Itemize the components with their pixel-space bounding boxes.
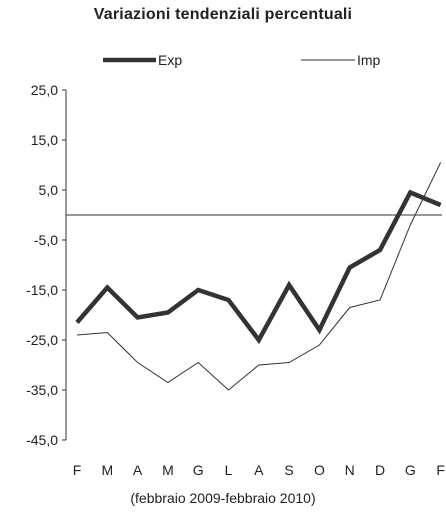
x-tick-label: F xyxy=(436,462,445,478)
y-tick-label: -45,0 xyxy=(26,432,58,448)
series-lines xyxy=(75,162,442,391)
y-tick-label: 15,0 xyxy=(31,132,58,148)
x-tick-label: A xyxy=(254,462,264,478)
legend-label-imp: Imp xyxy=(357,52,381,68)
y-tick-label: -15,0 xyxy=(26,282,58,298)
legend: Exp Imp xyxy=(103,52,381,68)
y-tick-label: 5,0 xyxy=(39,182,59,198)
x-tick-label: L xyxy=(225,462,233,478)
y-tick-label: -35,0 xyxy=(26,382,58,398)
x-tick-label: G xyxy=(405,462,416,478)
y-axis: 25,0 15,0 5,0 -5,0 -15,0 -25,0 -35,0 -45,0 xyxy=(26,82,442,448)
chart-title: Variazioni tendenziali percentuali xyxy=(93,6,353,23)
legend-label-exp: Exp xyxy=(158,52,182,68)
y-tick-label: 25,0 xyxy=(31,82,58,98)
x-tick-label: O xyxy=(314,462,325,478)
x-tick-label: F xyxy=(73,462,82,478)
period-note: (febbraio 2009-febbraio 2010) xyxy=(130,490,316,506)
x-tick-label: M xyxy=(162,462,174,478)
x-tick-label: S xyxy=(284,462,293,478)
x-tick-label: D xyxy=(375,462,385,478)
x-tick-label: M xyxy=(101,462,113,478)
x-tick-label: A xyxy=(133,462,143,478)
series-line-imp xyxy=(76,162,442,391)
y-tick-label: -5,0 xyxy=(34,232,58,248)
series-line-exp xyxy=(75,189,442,345)
y-tick-label: -25,0 xyxy=(26,332,58,348)
x-tick-label: N xyxy=(345,462,355,478)
x-tick-label: G xyxy=(193,462,204,478)
